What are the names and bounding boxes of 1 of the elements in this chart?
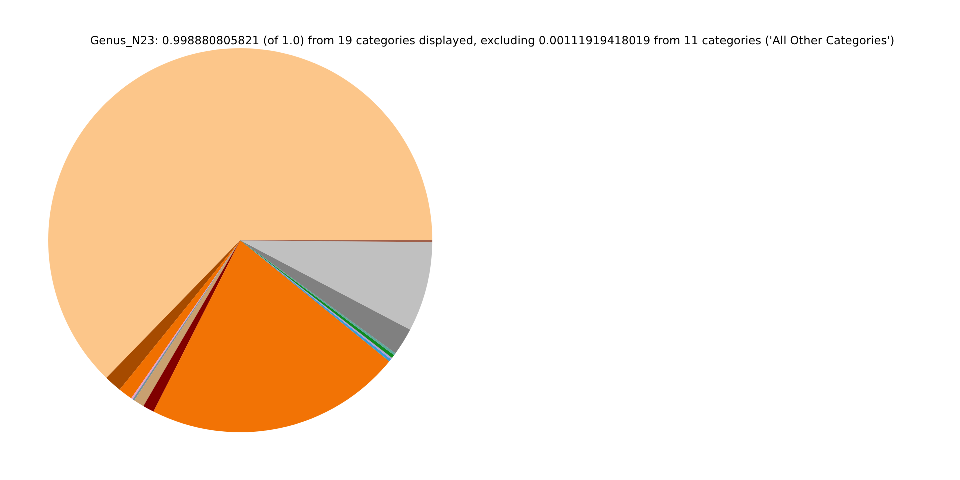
- text: Genus_N23: 0.998880805821 (of 1.0) from 19 categories displayed, excluding 0.00111919418019 from 11 categories ('All Other Categories'): [90, 34, 895, 48]
